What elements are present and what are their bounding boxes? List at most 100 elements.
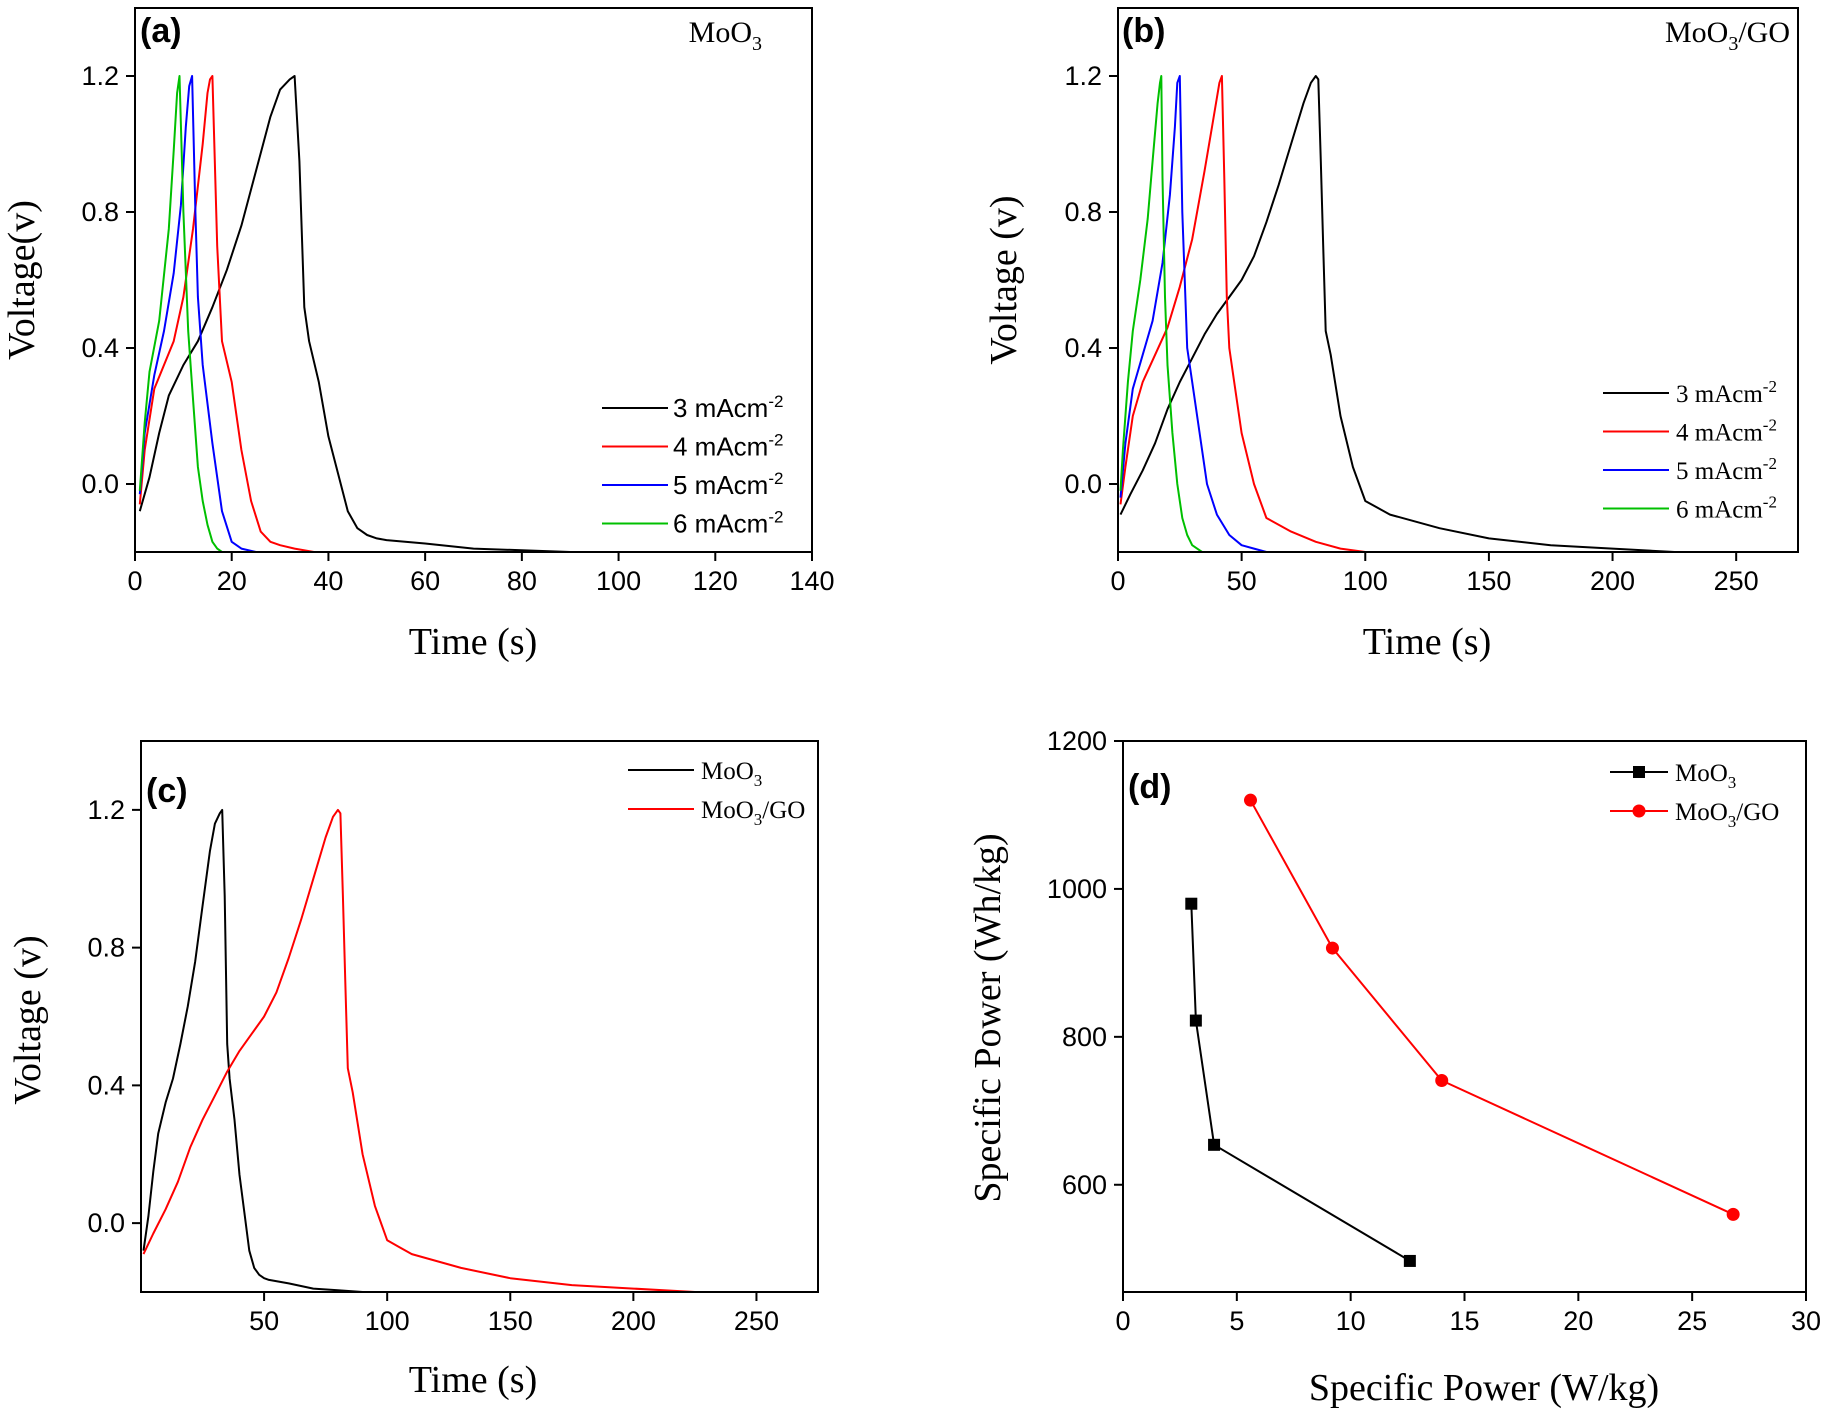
y-tick-label: 1200: [1047, 726, 1107, 756]
legend: 3 mAcm-24 mAcm-25 mAcm-26 mAcm-2: [1603, 377, 1777, 524]
series-line-2: [138, 75, 257, 552]
y-tick-label: 0.4: [87, 1070, 125, 1100]
legend-label-suffix: /GO: [1736, 799, 1779, 826]
x-tick-label: 20: [1563, 1306, 1593, 1336]
legend-label: 5 mAcm-2: [1676, 454, 1777, 485]
x-tick-label: 60: [410, 566, 440, 596]
legend-label: MoO3: [1675, 760, 1736, 792]
panel-label: (a): [140, 12, 182, 50]
sample-title-main: MoO: [689, 16, 752, 49]
y-axis-label: Voltage (v): [983, 195, 1025, 364]
legend-label: 3 mAcm-2: [1676, 377, 1777, 408]
series-line-1: [1119, 75, 1390, 552]
x-tick-label: 50: [249, 1306, 279, 1336]
x-tick-label: 25: [1677, 1306, 1707, 1336]
legend-label-superscript: -2: [1763, 377, 1777, 396]
legend-label: 6 mAcm-2: [673, 508, 783, 539]
x-tick-label: 0: [127, 566, 142, 596]
x-tick-label: 50: [1227, 566, 1257, 596]
x-tick-label: 150: [1466, 566, 1511, 596]
sample-title: MoO3: [689, 16, 762, 55]
y-tick-label: 0.4: [81, 333, 119, 363]
legend-label-superscript: -2: [768, 508, 783, 527]
x-axis-label: Time (s): [409, 1359, 537, 1401]
x-tick-label: 20: [217, 566, 247, 596]
x-axis-label: Time (s): [1363, 621, 1491, 663]
legend-label-main: 5 mAcm: [673, 470, 768, 500]
y-tick-label: 0.4: [1064, 333, 1102, 363]
series-line-1: [1249, 799, 1734, 1216]
legend-label: MoO3: [701, 758, 762, 790]
y-axis-label: Specific Power (Wh/kg): [967, 833, 1009, 1202]
x-tick-label: 15: [1449, 1306, 1479, 1336]
legend-label: MoO3/GO: [1675, 799, 1779, 831]
legend-label-main: MoO: [1675, 760, 1728, 787]
x-tick-label: 250: [1714, 566, 1759, 596]
data-point-circle: [1243, 793, 1257, 807]
x-tick-label: 200: [611, 1306, 656, 1336]
legend-label: 4 mAcm-2: [1676, 416, 1777, 447]
sample-title-main: MoO: [1665, 16, 1728, 49]
sample-title-suffix: /GO: [1738, 16, 1790, 49]
legend-label-suffix: /GO: [762, 797, 805, 824]
panel-b: 0 50 100 150 200 250 0.0 0.4 0.8 1.2 Time (s) Volta…: [983, 7, 1799, 663]
plot-frame: [1117, 7, 1799, 553]
legend: 3 mAcm-24 mAcm-25 mAcm-26 mAcm-2: [602, 392, 783, 539]
x-tick-label: 0: [1115, 1306, 1130, 1336]
legend-label-main: 4 mAcm: [1676, 420, 1763, 447]
series-line-3: [1119, 75, 1203, 552]
legend-label-main: 4 mAcm: [673, 432, 768, 462]
series-line-0: [1119, 75, 1737, 552]
y-tick-label: 1000: [1047, 874, 1107, 904]
legend-label: MoO3/GO: [701, 797, 805, 829]
x-tick-label: 120: [693, 566, 738, 596]
legend-marker-circle: [1632, 804, 1646, 818]
legend-label-main: MoO: [701, 758, 754, 785]
y-tick-label: 0.0: [1064, 469, 1102, 499]
legend-label-subscript: 3: [1728, 773, 1737, 792]
y-axis-label: Voltage(v): [1, 200, 43, 360]
x-tick-label: 80: [507, 566, 537, 596]
x-tick-label: 100: [1343, 566, 1388, 596]
x-tick-label: 5: [1229, 1306, 1244, 1336]
y-tick-label: 0.0: [87, 1208, 125, 1238]
legend-label: 6 mAcm-2: [1676, 493, 1777, 524]
legend-label-main: 3 mAcm: [673, 393, 768, 423]
legend-label-main: MoO: [701, 797, 754, 824]
x-tick-label: 250: [734, 1306, 779, 1336]
data-point-square: [1208, 1138, 1221, 1151]
panel-label: (c): [146, 772, 188, 810]
legend-label: 5 mAcm-2: [673, 469, 783, 500]
legend-marker-square: [1633, 766, 1645, 778]
data-point-square: [1185, 897, 1198, 910]
panel-label: (b): [1122, 12, 1165, 50]
x-tick-label: 100: [596, 566, 641, 596]
x-tick-label: 10: [1336, 1306, 1366, 1336]
panel-a: 0 20 40 60 80 100 120 140 0.0 0.4 0.8 1.2 Time (s) Vo…: [1, 7, 835, 663]
panel-d: 0 5 10 15 20 25 30 600 800 1000 1200 Specific Power…: [967, 726, 1821, 1409]
series-line-2: [1119, 75, 1267, 552]
legend-label-main: 6 mAcm: [1676, 497, 1763, 524]
y-tick-label: 0.8: [81, 197, 119, 227]
y-tick-label: 0.8: [1064, 197, 1102, 227]
data-point-circle: [1435, 1073, 1449, 1087]
legend-label-subscript: 3: [754, 771, 763, 790]
x-axis-label: Specific Power (W/kg): [1309, 1367, 1659, 1409]
panel-label: (d): [1128, 768, 1171, 806]
data-point-square: [1189, 1014, 1202, 1027]
panel-c: 50 100 150 200 250 0.0 0.4 0.8 1.2 Time (s) Voltag…: [7, 740, 819, 1401]
y-tick-label: 0.8: [87, 933, 125, 963]
y-tick-label: 1.2: [87, 795, 125, 825]
legend-label-subscript: 3: [754, 810, 763, 829]
data-point-square: [1403, 1254, 1416, 1267]
y-tick-label: 0.0: [81, 469, 119, 499]
plot-frame: [134, 7, 813, 553]
plot-frame: [140, 740, 819, 1293]
x-axis-label: Time (s): [409, 621, 537, 663]
sample-title: MoO3/GO: [1665, 16, 1790, 55]
x-tick-label: 200: [1590, 566, 1635, 596]
sample-title-subscript: 3: [752, 33, 762, 55]
x-tick-label: 100: [365, 1306, 410, 1336]
legend-label-superscript: -2: [1763, 454, 1777, 473]
